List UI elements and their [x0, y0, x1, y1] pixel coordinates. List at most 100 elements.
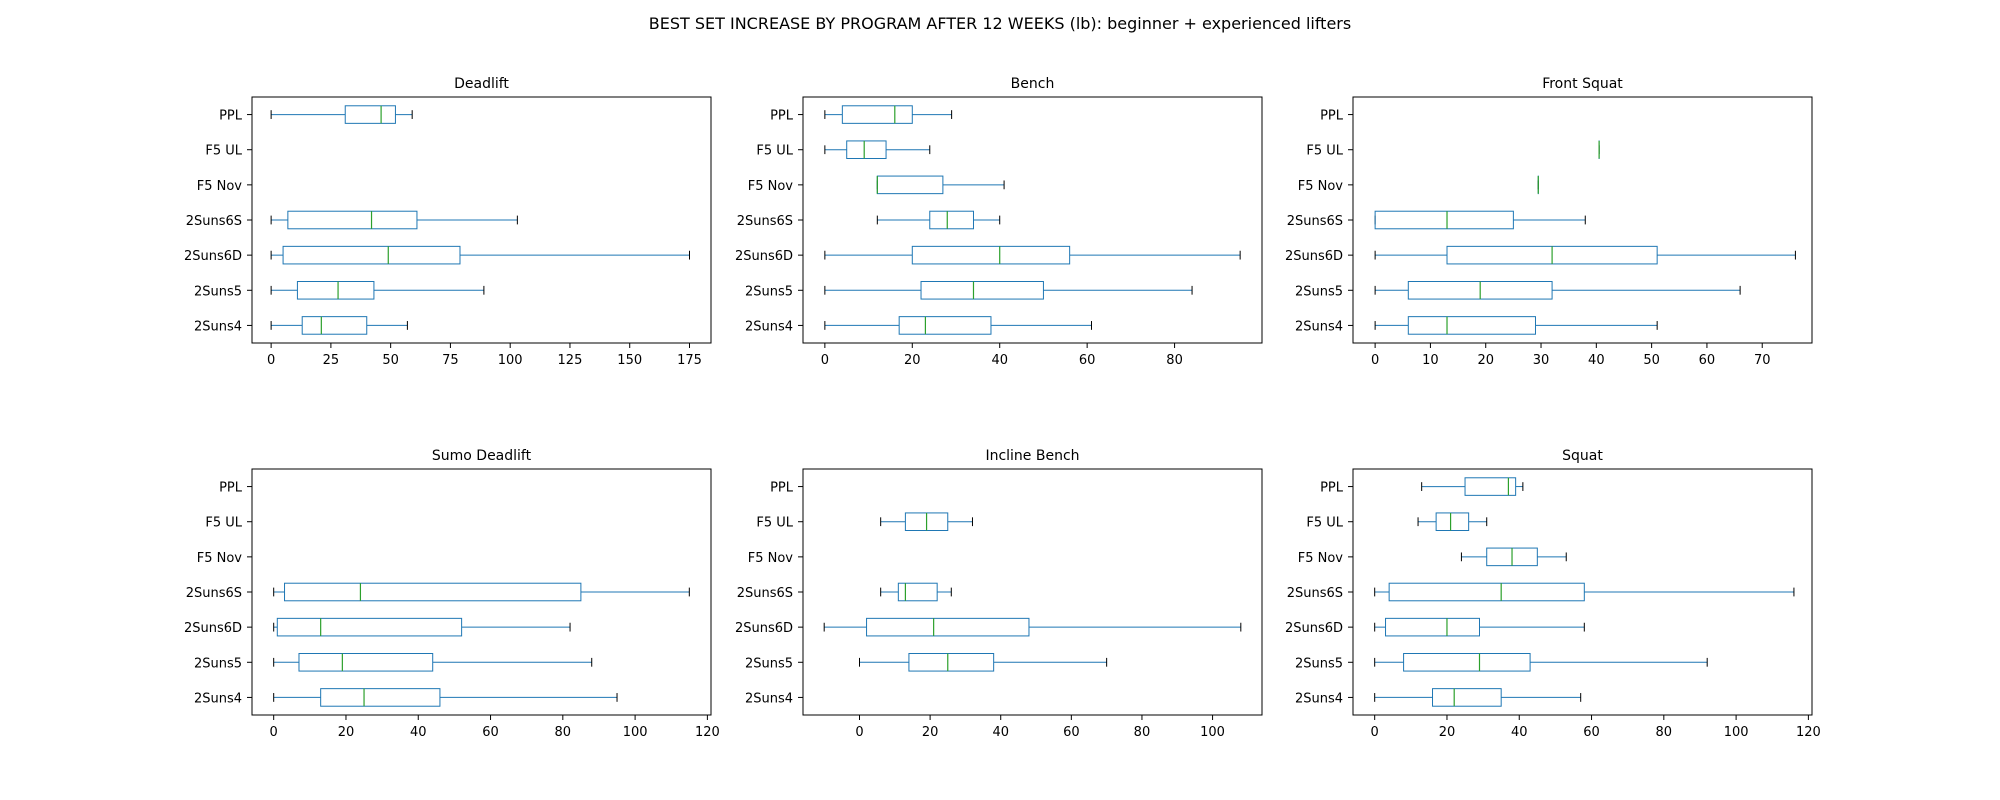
box-ppl — [270, 105, 413, 124]
x-tick-label: 60 — [1079, 353, 1096, 368]
box-2suns6d — [273, 617, 571, 637]
box-2suns4 — [270, 316, 408, 335]
iqr-box — [920, 281, 1044, 300]
x-tick-label: 20 — [1439, 725, 1456, 740]
x-tick-label: 60 — [1583, 725, 1600, 740]
x-tick-label: 80 — [555, 725, 572, 740]
box-2suns6s — [876, 210, 1001, 230]
x-tick-label: 70 — [1754, 353, 1771, 368]
y-tick-label: 2Suns6D — [1285, 249, 1343, 264]
y-tick-label: 2Suns5 — [745, 284, 793, 299]
iqr-box — [1435, 512, 1470, 532]
panel-front-squat: Front Squat 0 10 20 30 40 50 60 70 PPL F5 UL F5 Nov… — [1285, 76, 1813, 368]
box-2suns5 — [1374, 653, 1708, 672]
axes-frame — [1352, 468, 1813, 716]
iqr-box — [1403, 653, 1531, 672]
box-2suns6d — [1374, 245, 1796, 265]
iqr-box — [1464, 477, 1517, 496]
y-tick-label: 2Suns4 — [194, 691, 242, 706]
x-tick-label: 20 — [922, 725, 939, 740]
iqr-box — [929, 210, 974, 230]
iqr-box — [298, 653, 434, 672]
y-tick-label: PPL — [1320, 481, 1344, 496]
box-2suns6s — [273, 582, 690, 602]
y-tick-label: 2Suns6D — [735, 621, 793, 636]
box-2suns6d — [270, 245, 690, 265]
y-tick-label: F5 UL — [205, 516, 242, 531]
box-2suns4 — [824, 316, 1093, 335]
x-tick-label: 120 — [695, 725, 720, 740]
box-f5-nov — [876, 175, 1005, 195]
y-tick-label: F5 UL — [756, 144, 793, 159]
box-2suns4 — [1374, 688, 1582, 707]
box-f5-nov — [1460, 547, 1567, 567]
y-tick-label: 2Suns6D — [735, 249, 793, 264]
y-tick-label: 2Suns5 — [1295, 656, 1343, 671]
box-f5-ul — [824, 140, 931, 160]
x-tick-label: 30 — [1533, 353, 1550, 368]
axes-frame — [802, 468, 1263, 716]
x-tick-label: 40 — [1511, 725, 1528, 740]
iqr-box — [1432, 688, 1502, 707]
x-tick-label: 0 — [270, 725, 278, 740]
y-tick-label: 2Suns4 — [1295, 691, 1343, 706]
iqr-box — [1385, 617, 1480, 637]
y-tick-label: F5 UL — [1306, 516, 1343, 531]
x-tick-label: 40 — [1588, 353, 1605, 368]
y-tick-label: F5 UL — [1306, 144, 1343, 159]
box-2suns4 — [273, 688, 618, 707]
x-tick-label: 25 — [323, 353, 340, 368]
iqr-box — [276, 617, 463, 637]
y-tick-label: 2Suns5 — [745, 656, 793, 671]
x-tick-label: 0 — [855, 725, 863, 740]
box-2suns5 — [270, 281, 485, 300]
x-tick-label: 0 — [821, 353, 829, 368]
x-tick-label: 40 — [410, 725, 427, 740]
iqr-box — [1374, 210, 1514, 230]
iqr-box — [301, 316, 368, 335]
box-ppl — [824, 105, 953, 124]
iqr-box — [897, 582, 938, 602]
axes-frame — [251, 96, 712, 344]
x-tick-label: 40 — [992, 725, 1009, 740]
x-tick-label: 40 — [991, 353, 1008, 368]
y-tick-label: 2Suns6S — [1287, 586, 1343, 601]
x-tick-label: 0 — [1371, 725, 1379, 740]
iqr-box — [284, 582, 582, 602]
y-tick-label: 2Suns5 — [1295, 284, 1343, 299]
box-2suns4 — [1374, 316, 1658, 335]
box-2suns6d — [824, 245, 1241, 265]
y-tick-label: 2Suns6S — [186, 586, 242, 601]
iqr-box — [344, 105, 396, 124]
x-tick-label: 100 — [498, 353, 523, 368]
y-tick-label: PPL — [770, 481, 794, 496]
x-tick-label: 10 — [1422, 353, 1439, 368]
iqr-box — [1388, 582, 1585, 602]
iqr-box — [876, 175, 944, 195]
box-2suns5 — [1374, 281, 1741, 300]
y-tick-label: PPL — [219, 109, 243, 124]
y-tick-label: 2Suns5 — [194, 284, 242, 299]
x-tick-label: 80 — [1166, 353, 1183, 368]
x-tick-label: 80 — [1134, 725, 1151, 740]
x-tick-label: 120 — [1796, 725, 1821, 740]
panel-bench: Bench 0 20 40 60 80 PPL F5 UL F5 Nov 2Suns6S 2Suns… — [735, 76, 1263, 368]
x-tick-label: 50 — [382, 353, 399, 368]
axes-frame — [1352, 96, 1813, 344]
y-tick-label: 2Suns6D — [184, 621, 242, 636]
y-tick-label: 2Suns4 — [1295, 319, 1343, 334]
iqr-box — [287, 210, 418, 230]
x-tick-label: 125 — [558, 353, 583, 368]
subplot-title: Deadlift — [454, 76, 509, 92]
x-tick-label: 60 — [1699, 353, 1716, 368]
y-tick-label: F5 Nov — [1298, 551, 1344, 566]
y-tick-label: 2Suns6S — [186, 214, 242, 229]
box-2suns6s — [1374, 210, 1586, 230]
x-tick-label: 20 — [1477, 353, 1494, 368]
y-tick-label: F5 Nov — [1298, 179, 1344, 194]
figure-title: BEST SET INCREASE BY PROGRAM AFTER 12 WE… — [648, 14, 1352, 33]
x-tick-label: 60 — [1063, 725, 1080, 740]
y-tick-label: 2Suns6S — [737, 586, 793, 601]
y-tick-label: 2Suns6S — [737, 214, 793, 229]
